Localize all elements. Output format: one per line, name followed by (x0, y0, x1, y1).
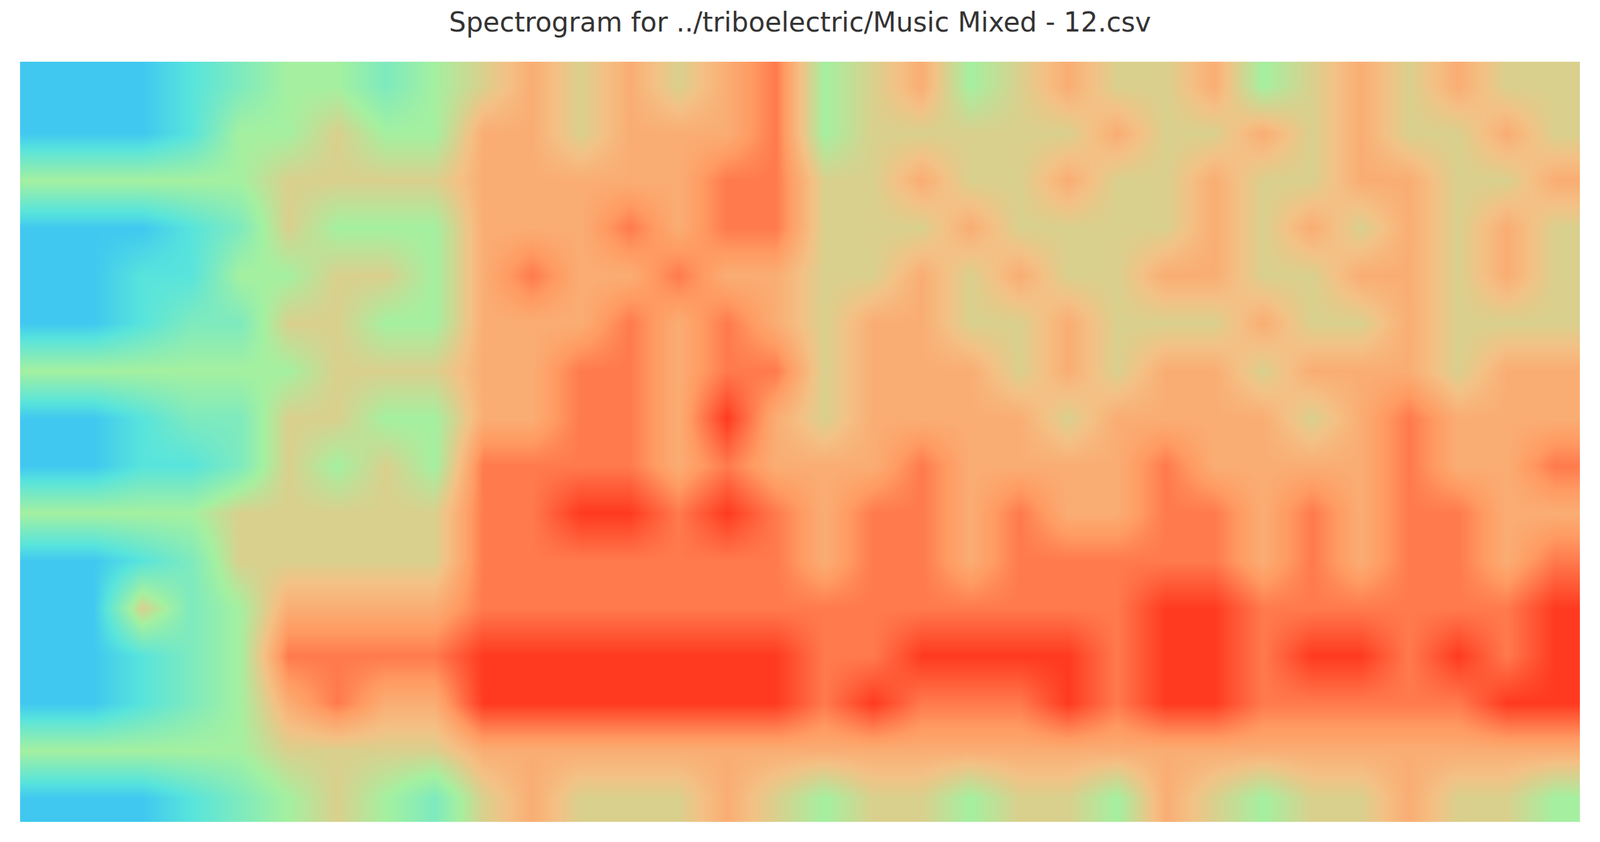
svg-text:Spectrogram for ../triboelectr: Spectrogram for ../triboelectric/Music M… (448, 6, 1151, 38)
